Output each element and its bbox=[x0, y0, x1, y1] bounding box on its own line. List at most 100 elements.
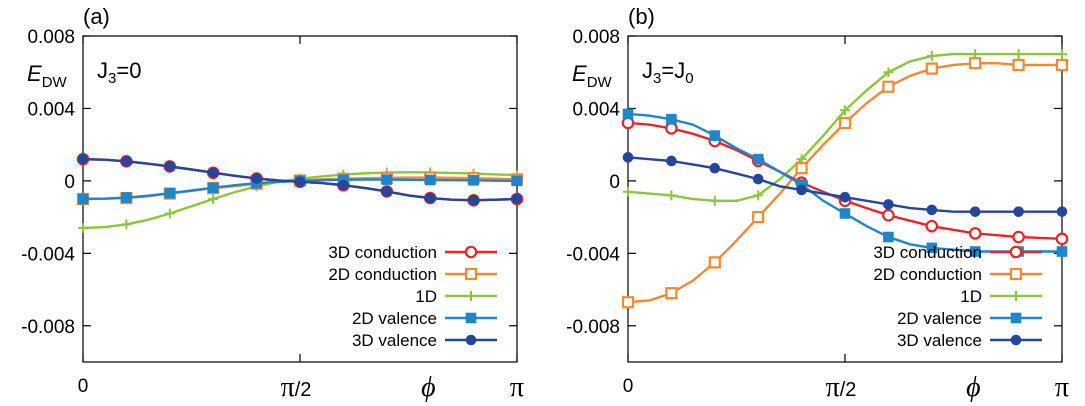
data-point-v3-a bbox=[164, 161, 176, 172]
data-point-c2-b bbox=[1012, 58, 1025, 72]
data-point-d1-a bbox=[78, 222, 88, 233]
data-point-v3-a bbox=[468, 194, 479, 206]
data-point-v2-b bbox=[1056, 246, 1068, 257]
series-v3-a bbox=[77, 153, 523, 206]
data-point-c3-b bbox=[665, 122, 678, 135]
data-point-v3-a bbox=[381, 186, 393, 197]
x-axis-label-phi-a: ϕ bbox=[421, 372, 436, 403]
x-tick-label-pi-b: π bbox=[1055, 372, 1069, 403]
data-point-c3-b bbox=[968, 227, 982, 240]
data-point-d1-b bbox=[1013, 49, 1024, 60]
y-axis-label-b: EDW bbox=[572, 61, 613, 91]
data-point-v2-b bbox=[622, 108, 634, 120]
series-d1-b bbox=[623, 49, 1067, 206]
y-tick-label-b: -0.008 bbox=[566, 317, 620, 338]
panel-label-b: (b) bbox=[628, 4, 655, 29]
legend-label-v3-b: 3D valence bbox=[897, 331, 982, 350]
legend-marker-c3-b bbox=[1009, 245, 1023, 259]
data-point-c3-b bbox=[621, 116, 635, 130]
panel-b: -0.008 -0.004 0 0.004 0.008 0 π/2 ϕ π (b) EDW J3=J0… bbox=[566, 4, 1069, 403]
legend-b: 3D conduction 2D conduction 1D 2D valence 3D… bbox=[873, 243, 1042, 350]
data-point-c2-b bbox=[665, 287, 678, 300]
y-tick-label-b: 0.004 bbox=[572, 99, 620, 120]
data-point-v3-b bbox=[883, 199, 894, 210]
data-point-v3-b bbox=[1013, 206, 1024, 217]
data-point-v2-b bbox=[709, 130, 721, 141]
data-point-v3-b bbox=[796, 184, 807, 196]
legend-label-c3-b: 3D conduction bbox=[873, 243, 982, 262]
data-point-d1-b bbox=[883, 67, 894, 78]
data-point-v3-b bbox=[839, 191, 851, 203]
series-v3-b bbox=[622, 152, 1068, 217]
legend-marker-v2-a bbox=[465, 312, 477, 324]
data-point-v2-a bbox=[511, 175, 523, 187]
data-point-v2-b bbox=[839, 208, 851, 219]
data-point-v3-a bbox=[294, 176, 306, 188]
y-tick-label-a: 0.008 bbox=[27, 27, 75, 48]
data-point-d1-b bbox=[709, 195, 720, 206]
legend-label-c3-a: 3D conduction bbox=[328, 243, 437, 262]
y-tick-label-a: 0 bbox=[64, 172, 75, 193]
y-tick-label-a: -0.008 bbox=[21, 317, 75, 338]
data-point-v2-b bbox=[752, 153, 764, 165]
series-line-c3-b bbox=[627, 121, 1063, 240]
series-c3-b bbox=[621, 116, 1069, 246]
data-point-c2-b bbox=[969, 57, 982, 70]
data-point-v3-a bbox=[251, 173, 262, 184]
legend-marker-v2-b bbox=[1010, 312, 1022, 324]
data-point-c2-b bbox=[1055, 58, 1069, 72]
legend-marker-d1-b bbox=[1011, 291, 1021, 301]
data-point-d1-a bbox=[164, 208, 175, 219]
data-point-v2-b bbox=[969, 246, 981, 257]
x-tick-label-zero-b: 0 bbox=[623, 376, 634, 397]
legend-marker-v3-b bbox=[1010, 334, 1022, 346]
legend-marker-c2-b bbox=[1009, 267, 1023, 281]
data-point-c3-b bbox=[925, 219, 939, 233]
data-point-v3-a bbox=[207, 167, 219, 179]
y-tick-label-a: -0.004 bbox=[21, 244, 75, 265]
x-tick-label-pi-half-b: π/2 bbox=[826, 372, 857, 403]
data-point-v3-b bbox=[969, 206, 981, 217]
data-point-v3-a bbox=[121, 156, 132, 167]
data-point-v2-a bbox=[121, 192, 132, 203]
data-point-d1-b bbox=[1057, 49, 1067, 60]
legend-label-d1-b: 1D bbox=[960, 287, 982, 306]
x-tick-label-pi-a: π bbox=[510, 372, 524, 403]
legend-label-v2-b: 2D valence bbox=[897, 309, 982, 328]
data-point-c2-b bbox=[752, 211, 765, 224]
data-point-v3-b bbox=[752, 173, 764, 185]
legend-marker-v3-a bbox=[465, 334, 477, 346]
y-tick-label-b: -0.004 bbox=[566, 244, 620, 265]
data-point-c2-b bbox=[838, 116, 852, 130]
data-point-v3-b bbox=[926, 204, 938, 216]
x-tick-label-zero-a: 0 bbox=[78, 376, 89, 397]
data-point-d1-b bbox=[623, 186, 633, 197]
legend-marker-c2-a bbox=[464, 267, 478, 281]
panel-label-a: (a) bbox=[83, 4, 110, 29]
data-point-v2-a bbox=[77, 193, 89, 205]
panel-a: -0.008 -0.004 0 0.004 0.008 0 π/2 ϕ π (a) EDW J3=0 3… bbox=[21, 4, 524, 403]
param-annotation-a: J3=0 bbox=[97, 58, 141, 87]
legend-a: 3D conduction 2D conduction 1D 2D valence 3D… bbox=[328, 243, 497, 350]
data-point-v3-a bbox=[338, 179, 349, 191]
legend-label-c2-a: 2D conduction bbox=[328, 265, 437, 284]
x-axis-label-phi-b: ϕ bbox=[966, 372, 981, 403]
legend-label-c2-b: 2D conduction bbox=[873, 265, 982, 284]
series-c2-b bbox=[621, 57, 1069, 309]
data-point-v3-a bbox=[511, 193, 523, 205]
data-point-v2-b bbox=[666, 114, 677, 125]
legend-label-v3-a: 3D valence bbox=[352, 331, 437, 350]
y-tick-label-b: 0 bbox=[609, 172, 620, 193]
data-point-c2-b bbox=[795, 162, 808, 175]
data-point-v2-a bbox=[164, 187, 176, 199]
data-point-c2-b bbox=[708, 256, 721, 269]
data-point-v2-a bbox=[207, 182, 219, 194]
data-point-d1-b bbox=[753, 190, 764, 201]
legend-marker-d1-a bbox=[466, 291, 476, 301]
y-tick-label-b: 0.008 bbox=[572, 27, 620, 48]
data-point-v3-b bbox=[709, 162, 721, 174]
data-point-v2-a bbox=[468, 175, 479, 186]
data-point-d1-a bbox=[208, 194, 219, 204]
series-line-c2-b bbox=[627, 62, 1062, 304]
